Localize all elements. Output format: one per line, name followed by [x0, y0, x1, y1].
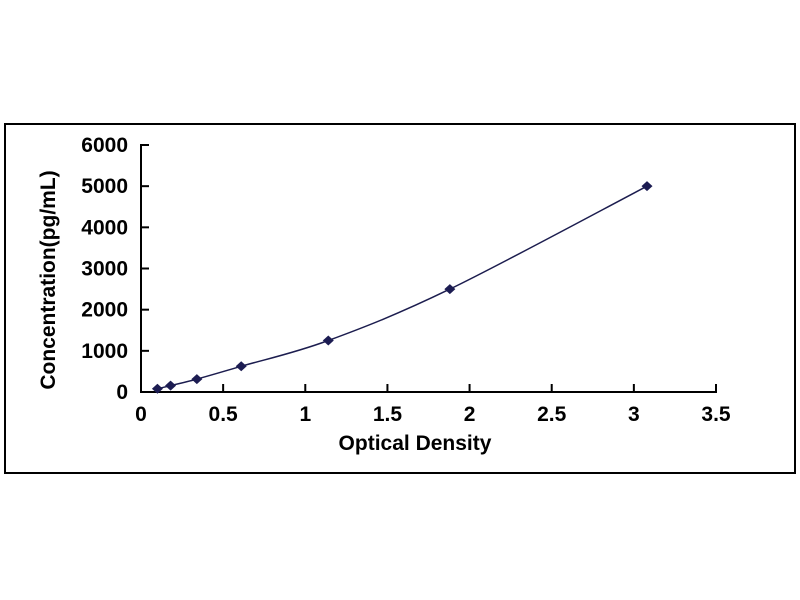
- y-tick-label: 4000: [81, 216, 128, 239]
- x-tick-label: 1: [299, 403, 311, 426]
- chart-frame-border: [4, 123, 796, 474]
- y-tick-label: 0: [116, 381, 128, 404]
- y-tick-label: 2000: [81, 299, 128, 322]
- data-point-marker: [235, 361, 247, 372]
- x-tick-label: 3.5: [701, 403, 731, 426]
- x-axis-title: Optical Density: [339, 432, 492, 455]
- y-tick-label: 5000: [81, 175, 128, 198]
- x-tick-label: 2: [464, 403, 476, 426]
- data-point-marker: [322, 335, 334, 346]
- x-tick-label: 3: [628, 403, 640, 426]
- y-tick-label: 3000: [81, 258, 128, 281]
- y-axis-title: Concentration(pg/mL): [37, 170, 60, 389]
- x-tick-label: 0.5: [209, 403, 239, 426]
- plot-area: 0 1000 2000 3000 4000 5000 6000 0 0.5 1 1.5 2 2.5 3 3.…: [81, 134, 731, 426]
- x-tick-label: 0: [135, 403, 147, 426]
- x-tick-label: 1.5: [373, 403, 403, 426]
- data-point-marker: [444, 284, 456, 295]
- data-point-marker: [191, 374, 203, 385]
- y-tick-label: 6000: [81, 134, 128, 157]
- data-point-marker: [151, 383, 163, 394]
- x-tick-label: 2.5: [537, 403, 567, 426]
- data-point-marker: [641, 181, 653, 192]
- series-curve: [157, 185, 648, 390]
- data-point-marker: [165, 380, 177, 391]
- y-tick-label: 1000: [81, 340, 128, 363]
